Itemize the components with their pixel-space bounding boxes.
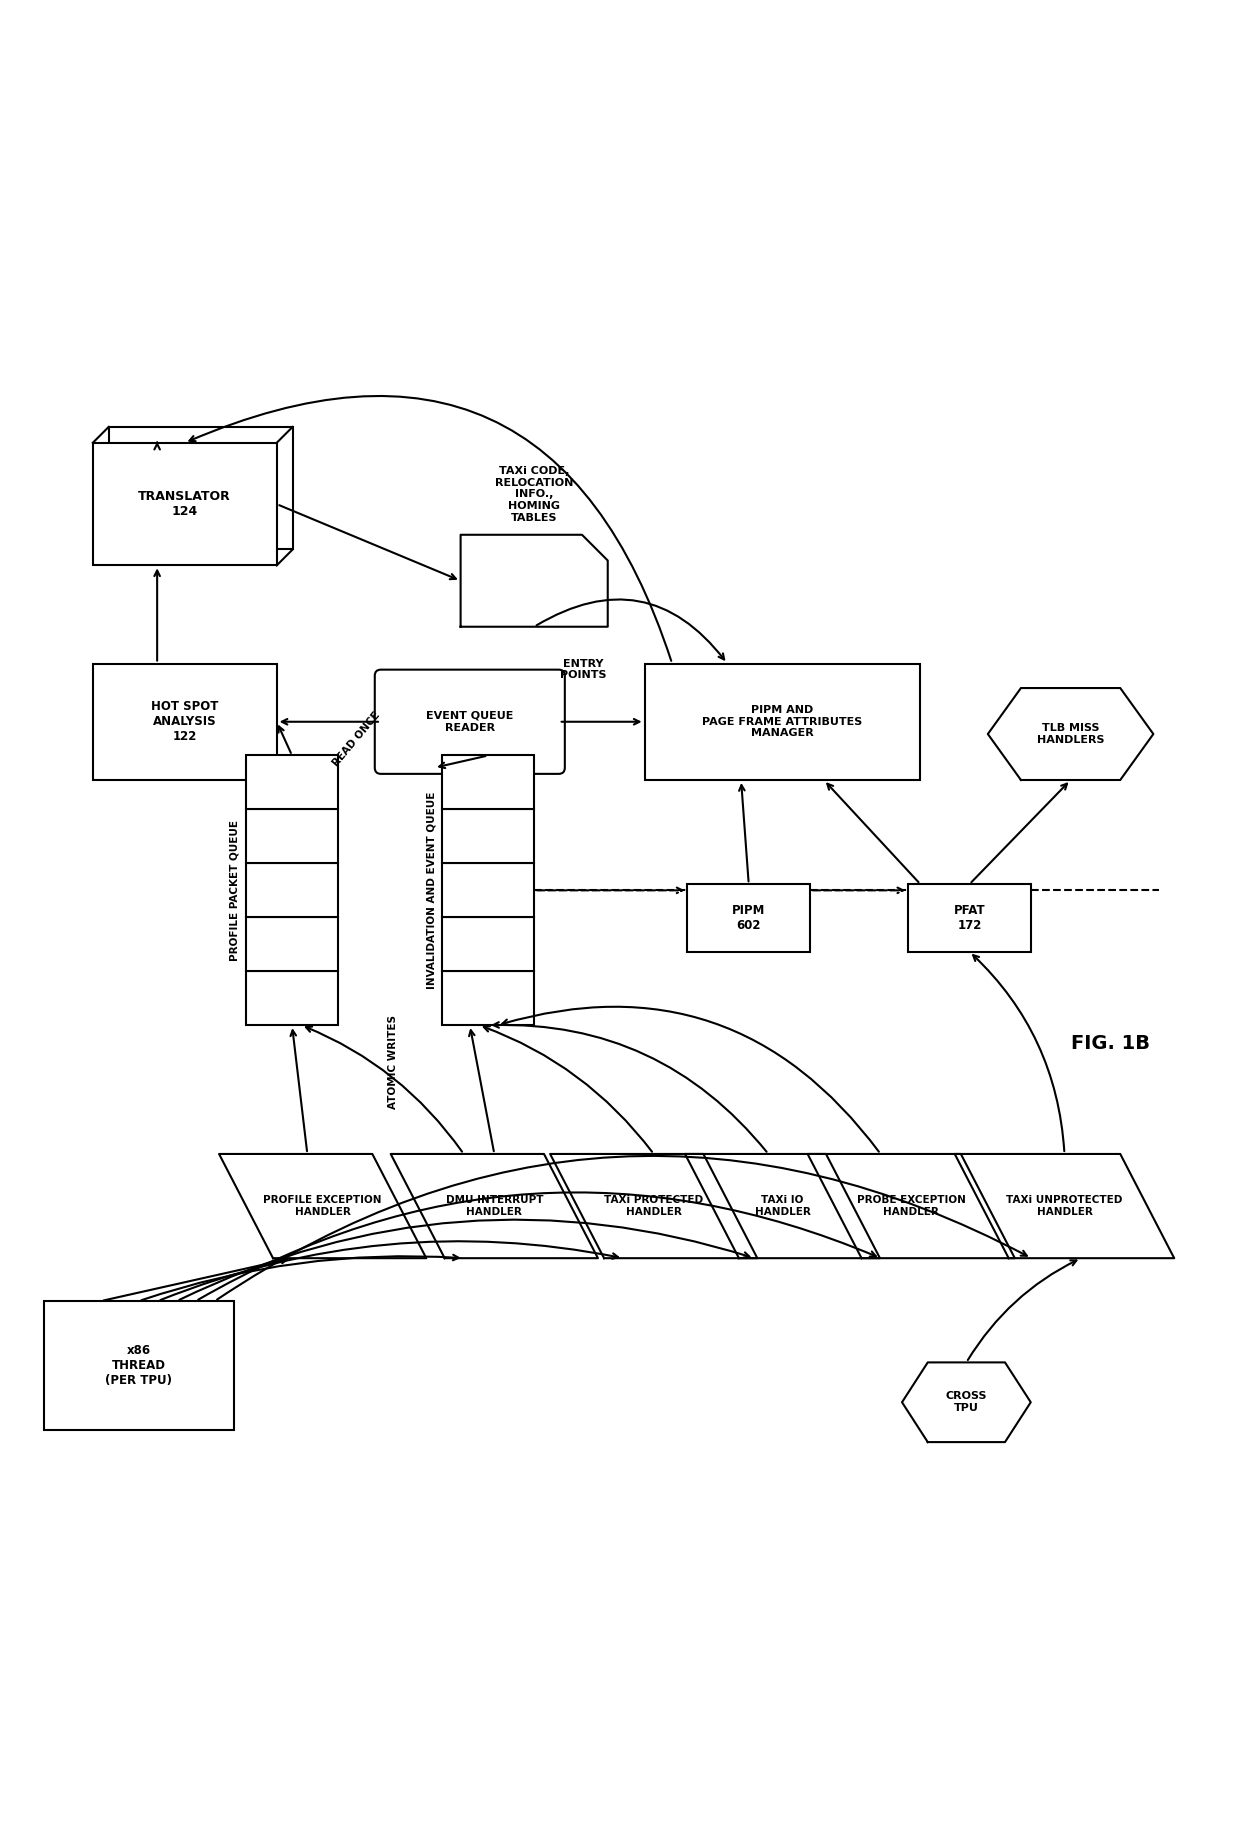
FancyBboxPatch shape <box>93 663 277 779</box>
FancyBboxPatch shape <box>908 884 1030 952</box>
Text: TAXi PROTECTED
HANDLER: TAXi PROTECTED HANDLER <box>604 1195 703 1218</box>
Text: TRANSLATOR
124: TRANSLATOR 124 <box>139 490 231 518</box>
Text: PIPM
602: PIPM 602 <box>732 904 765 932</box>
FancyBboxPatch shape <box>246 971 339 1026</box>
Polygon shape <box>988 689 1153 779</box>
FancyBboxPatch shape <box>246 864 339 917</box>
FancyBboxPatch shape <box>645 663 920 779</box>
FancyBboxPatch shape <box>246 755 339 809</box>
Text: EVENT QUEUE
READER: EVENT QUEUE READER <box>427 711 513 733</box>
Text: PROFILE PACKET QUEUE: PROFILE PACKET QUEUE <box>229 820 239 962</box>
FancyBboxPatch shape <box>687 884 810 952</box>
Text: TAXi UNPROTECTED
HANDLER: TAXi UNPROTECTED HANDLER <box>1007 1195 1122 1218</box>
Text: PIPM AND
PAGE FRAME ATTRIBUTES
MANAGER: PIPM AND PAGE FRAME ATTRIBUTES MANAGER <box>702 705 863 739</box>
FancyBboxPatch shape <box>443 971 534 1026</box>
Text: READ ONCE: READ ONCE <box>331 711 382 768</box>
Text: TAXi CODE,
RELOCATION
INFO.,
HOMING
TABLES: TAXi CODE, RELOCATION INFO., HOMING TABL… <box>495 466 573 523</box>
Text: ATOMIC WRITES: ATOMIC WRITES <box>388 1015 398 1109</box>
Polygon shape <box>684 1153 880 1258</box>
Polygon shape <box>807 1153 1014 1258</box>
Polygon shape <box>955 1153 1174 1258</box>
Text: HOT SPOT
ANALYSIS
122: HOT SPOT ANALYSIS 122 <box>151 700 218 744</box>
Text: INVALIDATION AND EVENT QUEUE: INVALIDATION AND EVENT QUEUE <box>427 792 436 989</box>
FancyBboxPatch shape <box>443 917 534 971</box>
Text: DMU INTERRUPT
HANDLER: DMU INTERRUPT HANDLER <box>445 1195 543 1218</box>
Polygon shape <box>901 1363 1030 1442</box>
FancyBboxPatch shape <box>246 809 339 864</box>
FancyBboxPatch shape <box>43 1300 234 1429</box>
FancyBboxPatch shape <box>443 809 534 864</box>
FancyBboxPatch shape <box>443 755 534 809</box>
FancyBboxPatch shape <box>246 917 339 971</box>
Polygon shape <box>219 1153 427 1258</box>
FancyBboxPatch shape <box>93 442 277 565</box>
Polygon shape <box>391 1153 598 1258</box>
Text: CROSS
TPU: CROSS TPU <box>946 1391 987 1413</box>
Polygon shape <box>460 534 608 626</box>
Text: FIG. 1B: FIG. 1B <box>1071 1033 1149 1054</box>
FancyBboxPatch shape <box>374 670 565 774</box>
Text: ENTRY
POINTS: ENTRY POINTS <box>560 659 606 680</box>
Text: PFAT
172: PFAT 172 <box>954 904 986 932</box>
Polygon shape <box>551 1153 758 1258</box>
FancyBboxPatch shape <box>443 864 534 917</box>
Text: TLB MISS
HANDLERS: TLB MISS HANDLERS <box>1037 724 1105 744</box>
Text: PROBE EXCEPTION
HANDLER: PROBE EXCEPTION HANDLER <box>857 1195 966 1218</box>
Text: TAXi IO
HANDLER: TAXi IO HANDLER <box>754 1195 811 1218</box>
Text: x86
THREAD
(PER TPU): x86 THREAD (PER TPU) <box>105 1345 172 1387</box>
FancyBboxPatch shape <box>109 427 293 549</box>
Text: PROFILE EXCEPTION
HANDLER: PROFILE EXCEPTION HANDLER <box>263 1195 382 1218</box>
